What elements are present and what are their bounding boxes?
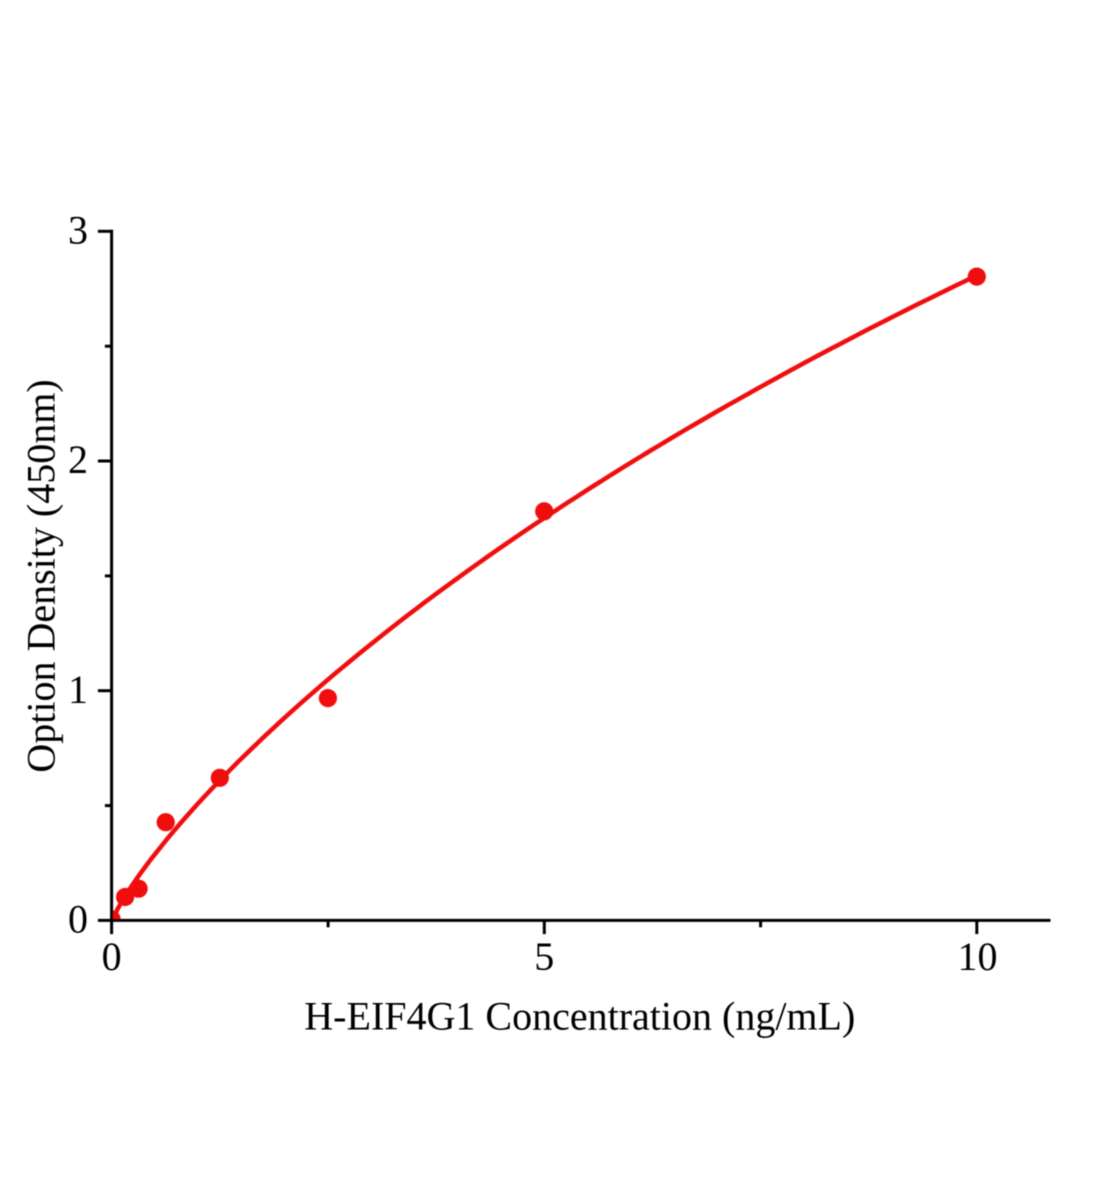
svg-text:1: 1 bbox=[68, 667, 88, 712]
svg-text:Option Density (450nm): Option Density (450nm) bbox=[18, 379, 63, 772]
svg-text:3: 3 bbox=[68, 208, 88, 253]
svg-text:0: 0 bbox=[102, 934, 122, 979]
svg-text:10: 10 bbox=[958, 934, 998, 979]
svg-text:0: 0 bbox=[68, 897, 88, 942]
svg-text:2: 2 bbox=[68, 437, 88, 482]
svg-text:5: 5 bbox=[534, 934, 554, 979]
svg-text:H-EIF4G1 Concentration (ng/mL): H-EIF4G1 Concentration (ng/mL) bbox=[304, 994, 855, 1039]
